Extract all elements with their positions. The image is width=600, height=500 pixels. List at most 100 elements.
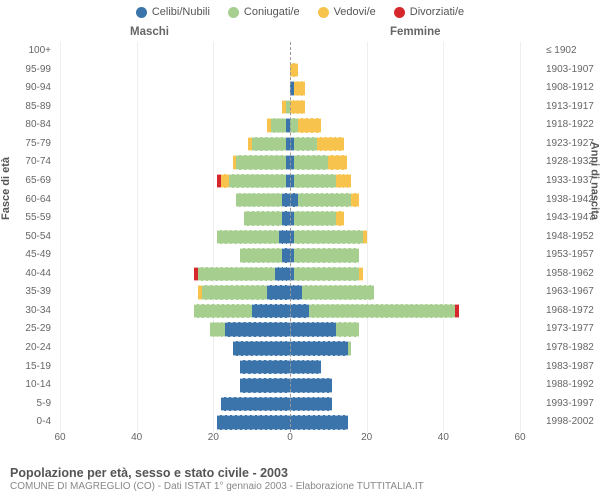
coniugati-segment bbox=[240, 248, 282, 262]
legend-item-celibi: Celibi/Nubili bbox=[136, 6, 210, 18]
male-label: Maschi bbox=[130, 26, 169, 38]
age-label: 0-4 bbox=[0, 413, 55, 432]
male-bar bbox=[240, 360, 290, 374]
female-bar bbox=[290, 378, 332, 392]
female-bar bbox=[290, 63, 298, 77]
coniugati-segment bbox=[294, 267, 359, 281]
celibi-segment bbox=[290, 415, 348, 429]
coniugati-segment bbox=[294, 155, 329, 169]
vedovi-segment bbox=[359, 267, 363, 281]
female-bar bbox=[290, 193, 359, 207]
female-bar bbox=[290, 360, 321, 374]
vedovi-segment bbox=[294, 81, 306, 95]
coniugati-segment bbox=[217, 230, 278, 244]
age-label: 35-39 bbox=[0, 283, 55, 302]
celibi-segment bbox=[282, 211, 290, 225]
birth-label: ≤ 1902 bbox=[542, 42, 600, 61]
coniugati-segment bbox=[294, 174, 336, 188]
female-bar bbox=[290, 304, 459, 318]
male-bar bbox=[267, 118, 290, 132]
age-label: 95-99 bbox=[0, 61, 55, 80]
male-bar bbox=[233, 155, 290, 169]
coniugati-segment bbox=[194, 304, 252, 318]
birth-label: 1968-1972 bbox=[542, 302, 600, 321]
birth-label: 1998-2002 bbox=[542, 413, 600, 432]
vedovi-segment bbox=[336, 211, 344, 225]
age-label: 85-89 bbox=[0, 98, 55, 117]
male-bar bbox=[244, 211, 290, 225]
male-bar bbox=[282, 100, 290, 114]
x-tick: 60 bbox=[54, 432, 65, 443]
legend-label: Coniugati/e bbox=[244, 6, 300, 18]
female-bar bbox=[290, 211, 344, 225]
age-label: 90-94 bbox=[0, 79, 55, 98]
male-bar bbox=[194, 267, 290, 281]
celibi-segment bbox=[290, 304, 309, 318]
birth-label: 1958-1962 bbox=[542, 265, 600, 284]
female-label: Femmine bbox=[390, 26, 441, 38]
legend-item-coniugati: Coniugati/e bbox=[228, 6, 300, 18]
coniugati-segment bbox=[198, 267, 275, 281]
male-bar bbox=[210, 322, 290, 336]
coniugati-segment bbox=[244, 211, 282, 225]
female-bar bbox=[290, 248, 359, 262]
center-line bbox=[290, 42, 291, 432]
gridline bbox=[520, 42, 521, 432]
vedovi-segment bbox=[290, 100, 305, 114]
coniugati-segment bbox=[202, 285, 267, 299]
age-label: 15-19 bbox=[0, 358, 55, 377]
age-label: 70-74 bbox=[0, 153, 55, 172]
birth-label: 1913-1917 bbox=[542, 98, 600, 117]
celibi-segment bbox=[290, 378, 332, 392]
celibi-segment bbox=[290, 193, 298, 207]
vedovi-segment bbox=[328, 155, 347, 169]
female-bar bbox=[290, 397, 332, 411]
female-bar bbox=[290, 267, 363, 281]
chart-subtitle: COMUNE DI MAGREGLIO (CO) - Dati ISTAT 1°… bbox=[10, 481, 424, 492]
legend-label: Celibi/Nubili bbox=[152, 6, 210, 18]
x-axis: 6040200204060 bbox=[60, 432, 520, 448]
coniugati-segment bbox=[236, 155, 286, 169]
celibi-segment bbox=[290, 322, 336, 336]
age-label: 80-84 bbox=[0, 116, 55, 135]
age-label: 25-29 bbox=[0, 320, 55, 339]
age-label: 40-44 bbox=[0, 265, 55, 284]
age-label: 65-69 bbox=[0, 172, 55, 191]
female-bar bbox=[290, 230, 367, 244]
coniugati-segment bbox=[229, 174, 287, 188]
birth-label: 1928-1932 bbox=[542, 153, 600, 172]
divorziati-swatch bbox=[394, 7, 405, 18]
birth-label: 1988-1992 bbox=[542, 376, 600, 395]
birth-label: 1933-1937 bbox=[542, 172, 600, 191]
coniugati-segment bbox=[294, 211, 336, 225]
age-label: 60-64 bbox=[0, 191, 55, 210]
male-bar bbox=[248, 137, 290, 151]
birth-label: 1963-1967 bbox=[542, 283, 600, 302]
coniugati-segment bbox=[302, 285, 375, 299]
celibi-segment bbox=[217, 415, 290, 429]
celibi-segment bbox=[252, 304, 290, 318]
vedovi-segment bbox=[351, 193, 359, 207]
x-tick: 20 bbox=[361, 432, 372, 443]
divorziati-segment bbox=[455, 304, 459, 318]
vedovi-segment bbox=[221, 174, 229, 188]
celibi-segment bbox=[233, 341, 291, 355]
birth-label: 1993-1997 bbox=[542, 395, 600, 414]
birth-label: 1953-1957 bbox=[542, 246, 600, 265]
coniugati-segment bbox=[348, 341, 352, 355]
male-bar bbox=[240, 248, 290, 262]
y-axis-left: 100+95-9990-9485-8980-8475-7970-7465-696… bbox=[0, 42, 55, 432]
male-bar bbox=[217, 230, 290, 244]
celibi-segment bbox=[275, 267, 290, 281]
plot-area bbox=[60, 42, 520, 432]
age-label: 20-24 bbox=[0, 339, 55, 358]
male-bar bbox=[233, 341, 291, 355]
footer: Popolazione per età, sesso e stato civil… bbox=[10, 466, 424, 492]
legend-label: Vedovi/e bbox=[334, 6, 376, 18]
age-label: 50-54 bbox=[0, 228, 55, 247]
female-bar bbox=[290, 322, 359, 336]
legend-item-divorziati: Divorziati/e bbox=[394, 6, 464, 18]
celibi-segment bbox=[282, 248, 290, 262]
male-bar bbox=[240, 378, 290, 392]
vedovi-segment bbox=[363, 230, 367, 244]
